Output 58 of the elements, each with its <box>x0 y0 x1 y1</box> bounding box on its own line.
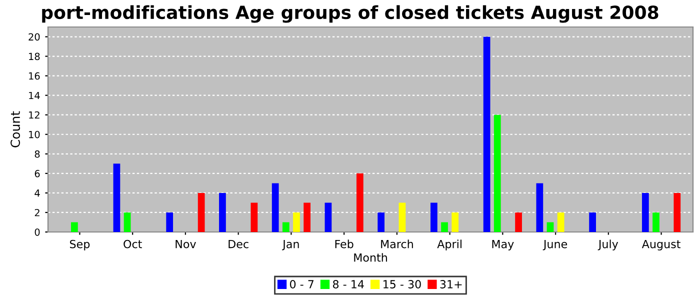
bar <box>324 202 332 232</box>
y-tick-label: 6 <box>34 170 40 178</box>
bar <box>293 212 300 232</box>
y-tick-label: 14 <box>29 92 40 100</box>
bar <box>652 212 660 232</box>
x-tick-label: Sep <box>70 240 90 250</box>
chart-title: port-modifications Age groups of closed tickets August 2008 <box>42 5 658 23</box>
legend-label: 8 - 14 <box>332 280 364 288</box>
x-tick-label: Jan <box>282 240 299 250</box>
bar <box>113 164 120 232</box>
bar <box>304 202 310 232</box>
bar <box>546 222 554 232</box>
x-tick-label: June <box>542 240 568 250</box>
y-tick-label: 20 <box>28 33 40 41</box>
y-tick-label: 0 <box>34 228 40 236</box>
legend-label: 31+ <box>440 280 462 288</box>
bar <box>272 183 279 232</box>
bar <box>356 173 364 232</box>
x-tick-label: Oct <box>124 240 142 248</box>
x-tick-label: March <box>381 240 413 248</box>
bar <box>642 192 649 232</box>
bar <box>452 212 459 232</box>
bar <box>557 212 564 232</box>
y-tick-label: 12 <box>29 111 40 119</box>
y-tick-label: 2 <box>34 208 40 216</box>
legend-label: 15 - 30 <box>384 280 421 288</box>
bar <box>219 192 226 232</box>
y-tick-label: 10 <box>29 130 40 138</box>
bar <box>515 212 522 232</box>
x-tick-label: Dec <box>228 240 248 248</box>
bar <box>430 202 438 232</box>
y-tick-label: 4 <box>34 190 40 197</box>
x-tick-label: Feb <box>335 240 354 248</box>
x-axis-title: Month <box>354 253 387 262</box>
bar <box>166 212 174 232</box>
y-axis-title: Count <box>10 111 20 148</box>
bar <box>589 212 596 232</box>
bar <box>674 192 681 232</box>
bar <box>441 222 448 232</box>
bar <box>378 212 385 232</box>
bar <box>483 36 490 232</box>
x-tick-label: May <box>492 240 514 250</box>
bar <box>71 222 78 232</box>
legend-label: 0 - 7 <box>290 280 314 288</box>
bar <box>536 183 544 232</box>
bar <box>198 192 205 232</box>
bar <box>250 202 258 232</box>
bar <box>282 222 290 232</box>
x-tick-label: July <box>598 240 618 250</box>
y-tick-label: 16 <box>29 72 40 80</box>
y-tick-label: 8 <box>34 150 40 158</box>
x-tick-label: August <box>642 240 680 250</box>
x-tick-label: Nov <box>176 240 196 248</box>
y-tick-label: 18 <box>29 52 40 60</box>
x-tick-label: April <box>437 240 462 250</box>
bar <box>124 212 131 232</box>
bar <box>398 202 406 232</box>
bar <box>494 114 501 232</box>
